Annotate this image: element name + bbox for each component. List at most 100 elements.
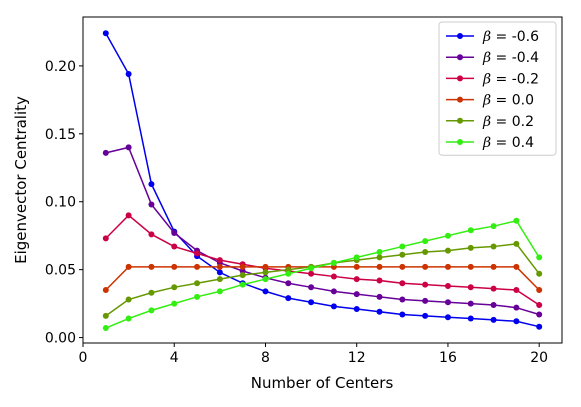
data-point xyxy=(422,297,429,304)
data-point xyxy=(285,295,292,302)
data-point xyxy=(330,273,337,280)
data-point xyxy=(467,244,474,251)
data-point xyxy=(513,263,520,270)
data-point xyxy=(490,263,497,270)
data-point xyxy=(125,144,132,151)
data-point xyxy=(513,318,520,325)
beta-symbol: β xyxy=(482,71,491,87)
data-point xyxy=(148,181,155,188)
data-point xyxy=(125,212,132,219)
legend-label: β = 0.2 xyxy=(482,114,534,130)
data-point xyxy=(308,270,315,277)
data-point xyxy=(102,235,109,242)
legend-swatch-marker xyxy=(457,117,463,124)
data-point xyxy=(216,276,223,283)
data-point xyxy=(467,300,474,307)
legend-label: β = -0.2 xyxy=(482,71,539,87)
legend-value: = -0.2 xyxy=(491,71,539,87)
data-point xyxy=(148,263,155,270)
data-point xyxy=(399,311,406,318)
data-point xyxy=(102,287,109,294)
legend-item: β = 0.2 xyxy=(446,114,534,130)
data-point xyxy=(102,149,109,156)
data-point xyxy=(376,254,383,261)
data-point xyxy=(467,284,474,291)
data-point xyxy=(262,276,269,283)
data-point xyxy=(399,251,406,258)
legend: β = -0.6β = -0.4β = -0.2β = 0.0β = 0.2β … xyxy=(438,21,557,156)
data-point xyxy=(444,314,451,321)
data-point xyxy=(399,296,406,303)
data-point xyxy=(308,265,315,272)
legend-item: β = -0.4 xyxy=(446,50,539,66)
legend-label: β = -0.6 xyxy=(482,29,539,45)
data-point xyxy=(102,312,109,319)
series-line xyxy=(105,146,540,316)
data-point xyxy=(148,231,155,238)
data-point xyxy=(216,269,223,276)
data-point xyxy=(285,270,292,277)
x-tick-label: 8 xyxy=(261,350,270,366)
beta-symbol: β xyxy=(482,135,491,151)
data-point xyxy=(262,288,269,295)
data-point xyxy=(262,263,269,270)
legend-swatch-marker xyxy=(457,96,463,103)
data-point xyxy=(467,227,474,234)
data-point xyxy=(444,247,451,254)
data-point xyxy=(444,299,451,306)
legend-value: = 0.4 xyxy=(491,135,534,151)
data-point xyxy=(467,315,474,322)
legend-swatch-marker xyxy=(457,75,463,82)
legend-label: β = 0.0 xyxy=(482,93,534,109)
data-point xyxy=(422,281,429,288)
legend-value: = -0.4 xyxy=(491,50,539,66)
data-point xyxy=(513,240,520,247)
data-point xyxy=(490,301,497,308)
data-point xyxy=(513,287,520,294)
data-point xyxy=(422,312,429,319)
legend-label: β = -0.4 xyxy=(482,50,539,66)
plot-frame xyxy=(82,16,563,344)
data-point xyxy=(399,280,406,287)
data-point xyxy=(353,306,360,313)
data-point xyxy=(353,276,360,283)
data-point xyxy=(239,272,246,279)
data-point xyxy=(216,257,223,264)
data-point xyxy=(308,299,315,306)
data-point xyxy=(216,263,223,270)
y-axis-label: Eigenvector Centrality xyxy=(12,96,30,264)
legend-label: β = 0.4 xyxy=(482,135,534,151)
data-point xyxy=(171,229,178,236)
series-line xyxy=(105,214,540,306)
data-point xyxy=(444,282,451,289)
data-point xyxy=(536,301,543,308)
data-point xyxy=(148,307,155,314)
y-tick-label: 0.00 xyxy=(45,331,76,347)
data-point xyxy=(125,296,132,303)
legend-item: β = -0.2 xyxy=(446,71,539,87)
series-line xyxy=(105,219,540,329)
series-4 xyxy=(102,240,543,319)
data-point xyxy=(171,284,178,291)
data-point xyxy=(285,280,292,287)
legend-swatch-marker xyxy=(457,139,463,145)
series-line xyxy=(105,266,540,291)
data-point xyxy=(376,248,383,255)
y-tick-label: 0.15 xyxy=(45,127,76,143)
x-tick-label: 12 xyxy=(348,350,366,366)
axis-ticks: 0 4 8 12 16 20 0.00 0.05 0.10 0.15 0.20 xyxy=(45,59,548,366)
data-point xyxy=(376,263,383,270)
data-point xyxy=(376,308,383,315)
x-tick-label: 20 xyxy=(530,350,548,366)
data-point xyxy=(330,259,337,266)
data-point xyxy=(444,232,451,239)
data-point xyxy=(125,71,132,78)
legend-value: = 0.0 xyxy=(491,93,534,109)
data-point xyxy=(376,293,383,300)
data-point xyxy=(102,30,109,37)
data-point xyxy=(422,238,429,245)
legend-value: = 0.2 xyxy=(491,114,534,130)
data-point xyxy=(125,263,132,270)
data-point xyxy=(125,315,132,322)
y-tick-label: 0.20 xyxy=(45,59,76,75)
